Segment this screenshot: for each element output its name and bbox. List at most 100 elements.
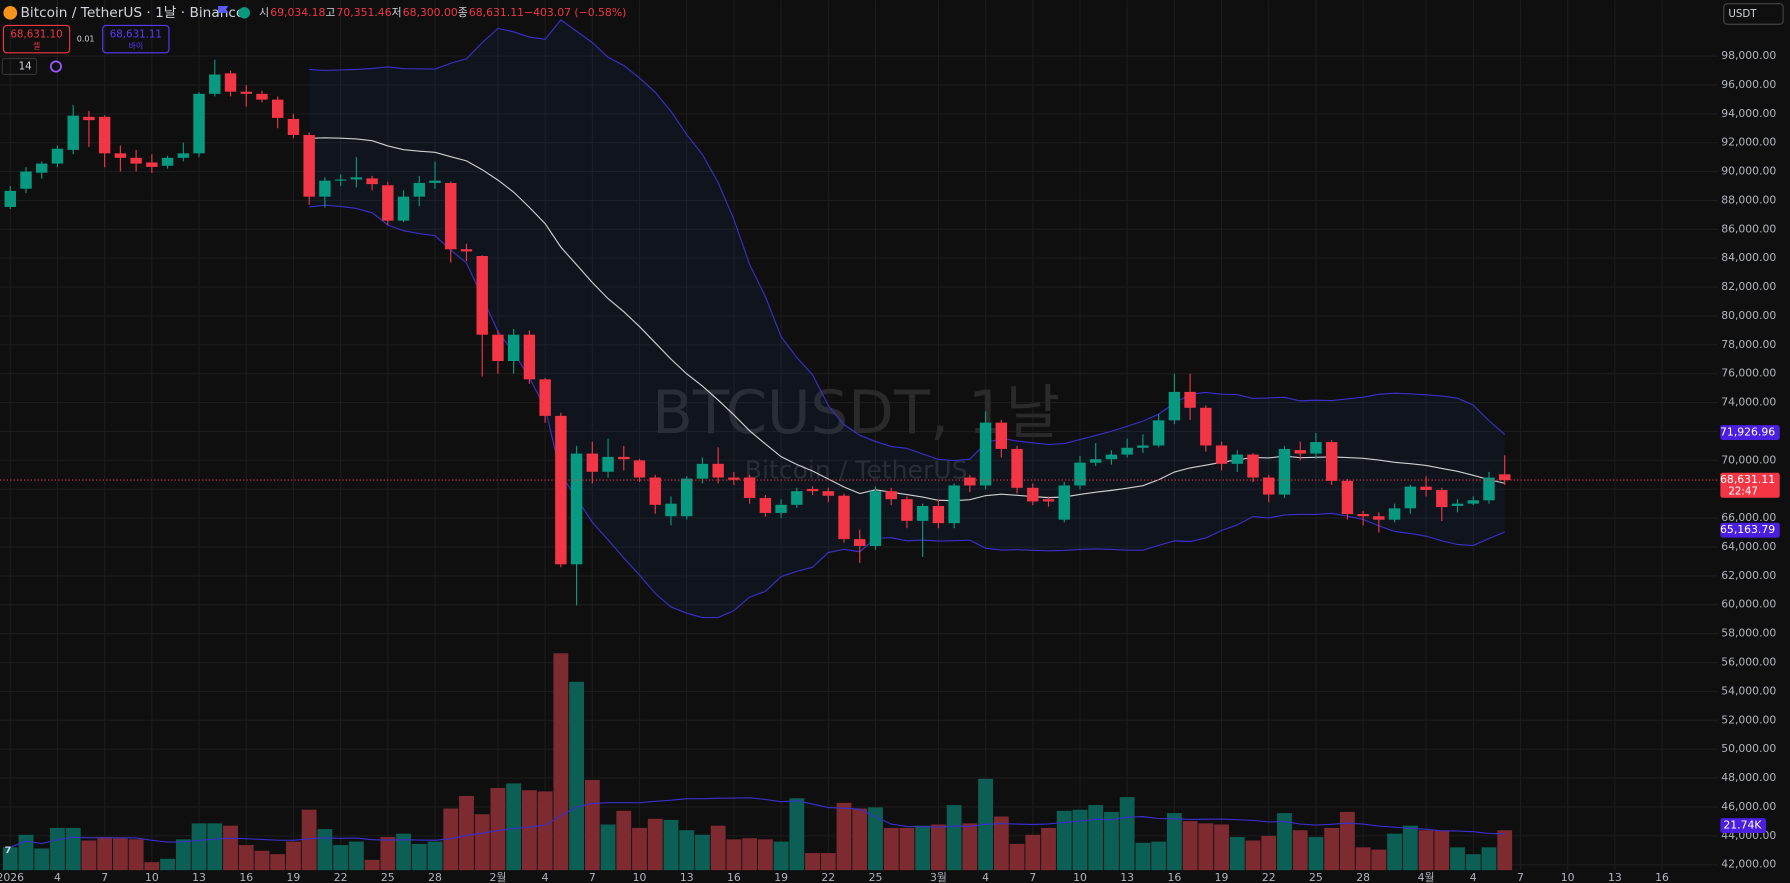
y-tick-label: 78,000.00 — [1721, 338, 1776, 351]
volume-bar — [773, 841, 789, 871]
volume-bar — [930, 824, 946, 871]
candle-body — [287, 118, 300, 136]
candle-body — [995, 422, 1008, 449]
candle-body — [476, 256, 488, 335]
volume-bar — [852, 808, 868, 871]
volume-bar — [459, 795, 474, 871]
candle-body — [1325, 442, 1338, 481]
candle-body — [507, 334, 520, 361]
volume-bar — [175, 839, 191, 871]
x-tick-label: 13 — [192, 871, 206, 883]
coin-logo — [3, 5, 18, 20]
volume-bar — [1339, 811, 1355, 871]
volume-bar — [663, 819, 679, 871]
x-tick-label: 22 — [1262, 871, 1276, 883]
candle-body — [1011, 448, 1023, 488]
change: −403.07 (−0.58%) — [524, 6, 626, 19]
volume-bar — [836, 802, 852, 871]
volume-bar — [411, 843, 427, 871]
volume-bar — [1025, 834, 1041, 871]
volume-bar — [1041, 827, 1056, 871]
ohlc: 시69,034.18고70,351.46저68,300.00종68,631.11… — [259, 6, 626, 19]
candle-body — [1373, 516, 1385, 520]
volume-bar — [427, 841, 443, 871]
candle-body — [1027, 487, 1039, 502]
candle-body — [555, 415, 567, 565]
y-tick-label: 56,000.00 — [1721, 656, 1776, 669]
indicator-toggle[interactable] — [1, 57, 38, 76]
status-dot — [238, 7, 251, 19]
x-tick-label: 16 — [1655, 871, 1669, 883]
volume-bar — [317, 829, 333, 871]
sync-icon[interactable] — [49, 60, 62, 73]
volume-ma — [10, 797, 1505, 848]
candle-body — [1121, 447, 1133, 455]
x-tick-label: 13 — [1608, 871, 1622, 883]
x-tick-label: 3월 — [930, 871, 947, 883]
candle-body — [240, 91, 252, 94]
sell-price: 68,631.10 — [10, 29, 62, 41]
candle-body — [932, 505, 945, 524]
candle-body — [1436, 490, 1448, 508]
volume-bar — [1355, 847, 1371, 871]
volume-bar — [364, 859, 380, 871]
volume-bar — [742, 838, 758, 871]
volume-bar — [647, 818, 663, 871]
band-upper-label-box — [1720, 425, 1780, 440]
candle-body — [1215, 445, 1228, 464]
candle-body — [586, 453, 599, 472]
candle-body — [20, 171, 32, 189]
x-tick-label: 22 — [334, 871, 348, 883]
volume-bar — [1229, 837, 1245, 871]
volume-bar — [443, 808, 459, 871]
ohlc-value: 69,034.18 — [270, 6, 325, 19]
candle-body — [775, 504, 787, 513]
currency-button[interactable] — [1723, 3, 1784, 25]
x-tick-label: 16 — [1167, 871, 1181, 883]
volume-bar — [50, 827, 65, 871]
volume-bar — [1465, 854, 1481, 871]
candle-body — [1341, 480, 1354, 514]
volume-bar — [18, 834, 34, 871]
volume-bar — [380, 837, 396, 871]
candle-body — [460, 249, 473, 252]
candle-body — [712, 463, 724, 478]
candle-body — [901, 499, 913, 521]
x-tick-label: 22 — [821, 871, 835, 883]
flag-icon — [218, 5, 229, 13]
x-tick-label: 7 — [1517, 871, 1524, 883]
sell-button[interactable] — [2, 24, 71, 54]
sell-label: 셀 — [33, 40, 40, 50]
x-tick-label: 4 — [982, 871, 989, 883]
y-tick-label: 98,000.00 — [1721, 49, 1776, 62]
ohlc-key: 고 — [325, 6, 335, 19]
volume-bar — [223, 825, 238, 871]
candle-body — [429, 180, 441, 183]
candle-body — [177, 153, 190, 158]
candle-body — [649, 477, 661, 505]
volume-bar — [97, 837, 113, 871]
x-tick-label: 7 — [589, 871, 596, 883]
candle-body — [854, 539, 866, 546]
candle-body — [161, 157, 174, 166]
volume-bar — [254, 850, 270, 871]
volume-bar — [144, 862, 160, 871]
volume-bar — [757, 839, 773, 871]
volume-bar — [600, 824, 616, 871]
x-tick-label: 19 — [774, 871, 788, 883]
header: Bitcoin / TetherUS · 1날 · Binance — [21, 5, 245, 21]
candle-body — [680, 478, 693, 517]
candle-body — [791, 491, 803, 505]
ohlc-key: 시 — [259, 6, 269, 19]
volume-bar — [1009, 843, 1025, 871]
candle-body — [1357, 513, 1369, 517]
volume-bar — [569, 681, 585, 871]
volume-bar — [537, 791, 553, 871]
x-tick-label: 4 — [54, 871, 61, 883]
buy-button[interactable] — [102, 24, 170, 54]
candle-body — [1467, 500, 1479, 504]
candle-body — [728, 477, 740, 480]
candle-body — [271, 99, 284, 118]
candle-body — [193, 93, 205, 154]
